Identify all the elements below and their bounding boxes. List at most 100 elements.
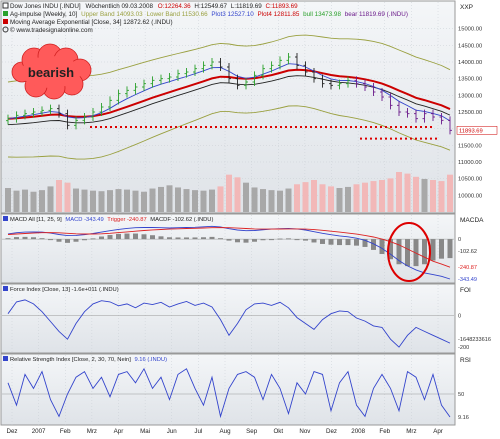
volume-bar: [328, 186, 334, 212]
macd-histogram-bar: [99, 236, 104, 240]
volume-bars: [5, 172, 453, 212]
fi-legend: Force Index [Close, 13] -1.6e+011 (.INDU…: [10, 287, 119, 293]
macd-histogram-bar: [167, 237, 172, 240]
volume-bar: [209, 189, 215, 212]
volume-bar: [115, 189, 122, 212]
rsi-panel: [0, 353, 456, 426]
macd-histogram-bar: [243, 239, 249, 243]
macd-histogram-bar: [388, 239, 393, 260]
header-line1: Dow Jones INDU [.INDU] Wöchentlich 09.03…: [10, 3, 298, 10]
macd-histogram-bar: [379, 239, 385, 255]
volume-bar: [311, 180, 317, 212]
volume-bar: [56, 180, 62, 212]
header-line2: Ag-impulse [Weekly, 10] Upper Band 14093…: [10, 11, 408, 18]
volume-bar: [430, 180, 436, 212]
x-tick-label: 2007: [32, 428, 46, 435]
macd-histogram-bar: [184, 237, 189, 240]
price-tick-label: 13000.00: [458, 93, 482, 99]
rsi-color-icon: [3, 356, 8, 361]
volume-bar: [22, 189, 28, 212]
volume-bar: [353, 184, 360, 212]
volume-bar: [107, 190, 113, 212]
volume-bar: [149, 188, 156, 212]
force-index-panel: [0, 283, 456, 354]
volume-bar: [90, 190, 96, 212]
x-tick-label: Okt: [273, 428, 283, 435]
price-tick-label: 11000.00: [458, 160, 482, 166]
macd-tick-label: 0: [458, 237, 461, 243]
volume-bar: [421, 178, 428, 212]
macd-histogram-bar: [175, 237, 181, 240]
macd-histogram-bar: [39, 238, 45, 240]
checkbox-icon[interactable]: [2, 2, 9, 9]
volume-bar: [404, 173, 411, 212]
volume-bar: [336, 188, 343, 212]
macd-histogram-bar: [277, 238, 283, 240]
macd-histogram-bar: [286, 238, 291, 240]
indicator-color-icon: [3, 11, 8, 16]
macd-panel: [0, 213, 456, 284]
x-tick-label: Mai: [140, 428, 150, 435]
macd-histogram-bar: [405, 239, 410, 267]
macd-histogram-bar: [192, 237, 198, 240]
x-tick-label: Dez: [326, 428, 337, 435]
macd-histogram-bar: [56, 239, 62, 242]
macd-histogram-bar: [337, 239, 342, 246]
macd-histogram-bar: [422, 239, 427, 265]
volume-bar: [387, 178, 394, 212]
x-tick-label: Feb: [60, 428, 71, 435]
x-tick-label: Mrz: [87, 428, 97, 435]
macd-histogram-bar: [226, 239, 232, 241]
volume-bar: [438, 181, 445, 212]
volume-bar: [81, 189, 88, 212]
macd-histogram-bar: [354, 239, 359, 246]
last-price-box: [456, 126, 498, 135]
fi-tick-label: 0: [458, 314, 461, 320]
volume-bar: [166, 185, 173, 212]
macd-histogram-bar: [260, 239, 266, 241]
last-price-label: 11893.69: [459, 128, 483, 134]
volume-bar: [200, 190, 207, 212]
macd-histogram-bar: [158, 236, 164, 240]
price-tick-label: 10500.00: [458, 177, 482, 183]
macd-histogram-bar: [328, 239, 334, 245]
x-tick-label: Jun: [167, 428, 178, 435]
header-line3: Moving Average Exponential [Close, 34] 1…: [10, 19, 173, 26]
macd-histogram-bar: [303, 239, 308, 241]
macd-histogram-bar: [141, 234, 147, 240]
macd-histogram-bar: [82, 239, 87, 241]
macd-color-icon: [3, 216, 8, 221]
volume-bar: [370, 181, 377, 212]
x-tick-label: Apr: [114, 428, 124, 435]
x-tick-label: Aug: [220, 428, 232, 435]
volume-bar: [158, 186, 164, 212]
macd-histogram-bar: [430, 239, 436, 261]
macd-histogram-bar: [14, 237, 19, 240]
volume-bar: [64, 182, 71, 212]
volume-bar: [5, 188, 11, 212]
volume-bar: [362, 182, 368, 212]
volume-bar: [183, 189, 190, 212]
price-tick-label: 14500.00: [458, 43, 482, 49]
price-tick-label: 13500.00: [458, 77, 482, 83]
macd-histogram-bar: [22, 236, 28, 240]
macd-line: [7, 225, 451, 280]
copyright-icon: [2, 26, 9, 33]
macd-histogram-bar: [396, 239, 402, 265]
lower-band-line: [7, 105, 451, 160]
fi-axis-title: FOI: [460, 287, 471, 294]
price-tick-label: 11500.00: [458, 143, 482, 149]
volume-bar: [251, 187, 258, 212]
macd-histogram-bar: [362, 239, 368, 247]
volume-bar: [47, 186, 54, 212]
macd-histogram-bar: [65, 239, 70, 243]
y-axis-area: [456, 1, 499, 425]
rsi-line: [7, 367, 451, 419]
macd-histogram-bar: [235, 239, 240, 243]
volume-bar: [260, 189, 266, 212]
volume-bar: [73, 188, 79, 212]
macd-tick-label: -343.49: [458, 277, 477, 283]
macd-histogram-bar: [209, 236, 215, 240]
price-axis-title: XXP: [460, 4, 473, 11]
axis-labels: Dez 2007 Feb Mrz Apr Mai Jun Jul Aug Sep Okt Nov Dez…: [6, 27, 498, 435]
